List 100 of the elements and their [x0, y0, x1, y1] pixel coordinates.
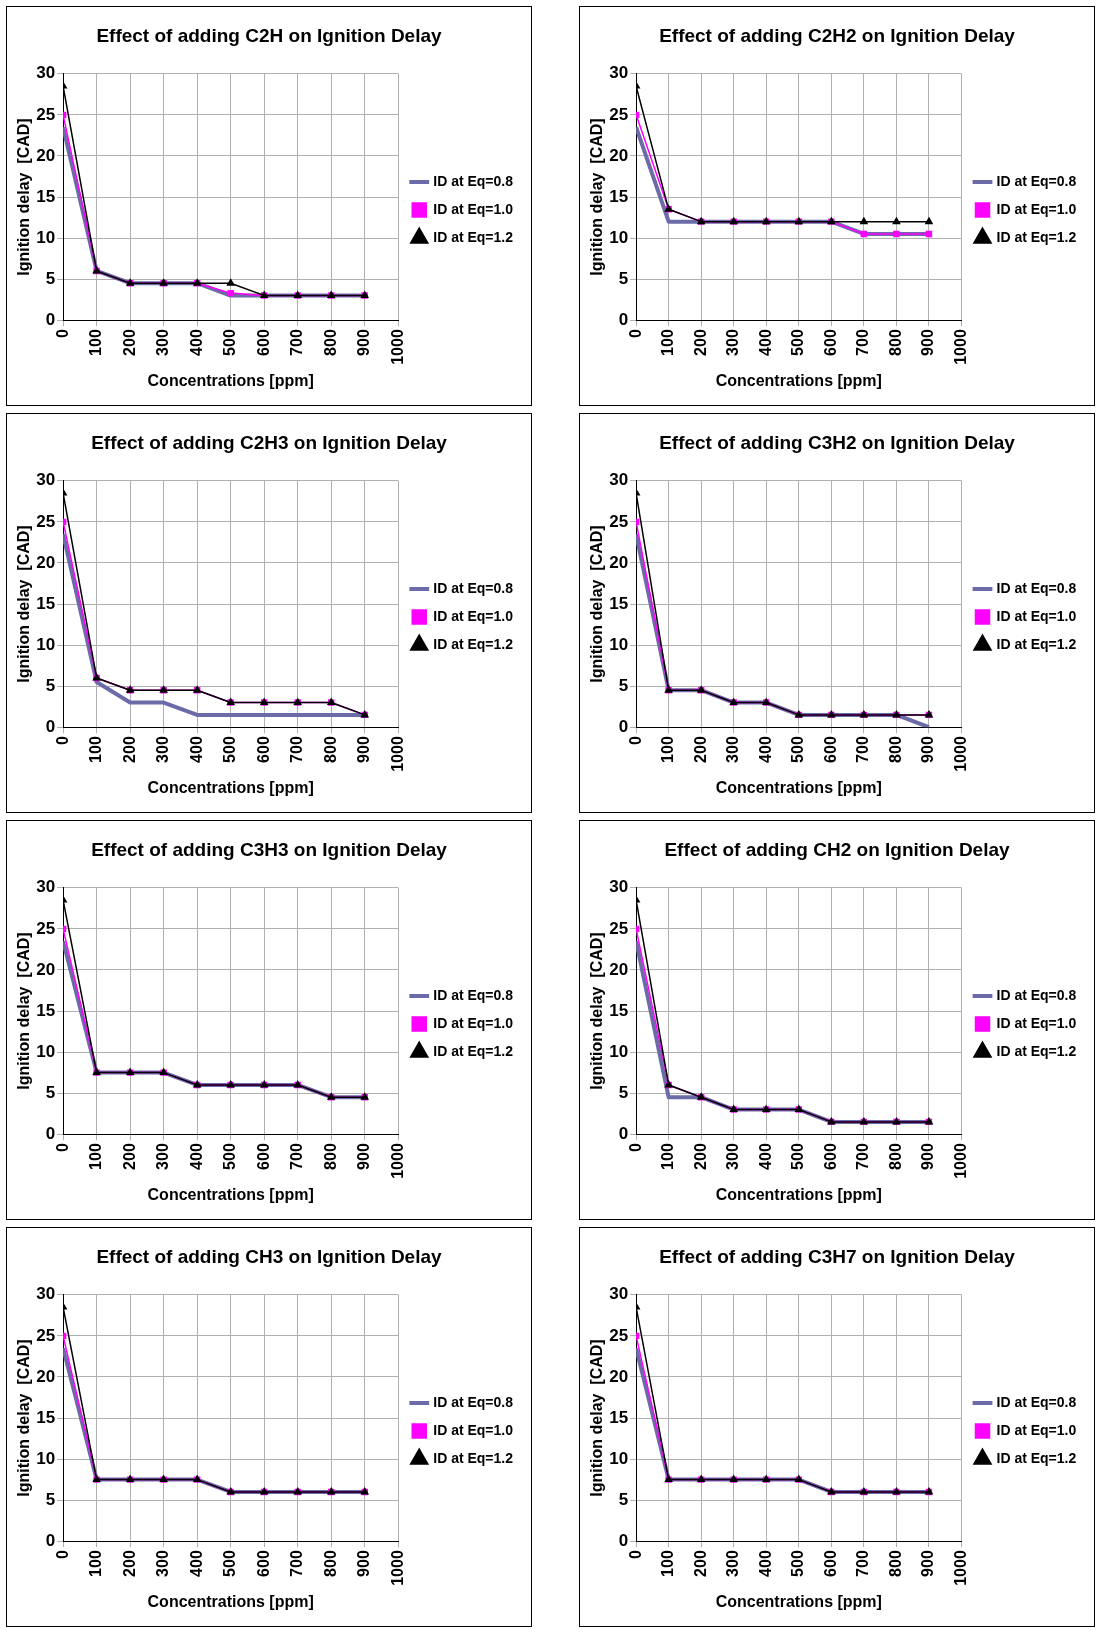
legend-label: ID at Eq=1.2	[433, 1042, 514, 1059]
y-tick-label: 25	[36, 918, 56, 938]
x-tick-label: 900	[919, 1143, 937, 1170]
legend-label: ID at Eq=1.2	[996, 635, 1077, 652]
y-axis-title: Ignition delay [CAD]	[15, 1339, 33, 1497]
x-axis-title: Concentrations [ppm]	[147, 1592, 314, 1610]
y-tick-label: 15	[609, 1000, 629, 1020]
legend-label: ID at Eq=1.0	[996, 1014, 1077, 1031]
x-tick-label: 200	[120, 329, 138, 356]
x-tick-label: 400	[756, 329, 774, 356]
y-tick-label: 30	[36, 63, 56, 83]
y-tick-label: 20	[609, 552, 629, 572]
y-tick-label: 10	[36, 1448, 56, 1468]
x-tick-label: 800	[886, 1143, 904, 1170]
legend-label: ID at Eq=1.2	[433, 1449, 514, 1466]
y-tick-label: 15	[36, 1000, 56, 1020]
x-tick-label: 900	[355, 1143, 373, 1170]
y-tick-label: 30	[609, 1284, 629, 1304]
chart-title: Effect of adding CH3 on Ignition Delay	[96, 1245, 443, 1267]
x-tick-label: 500	[221, 329, 239, 356]
legend-label: ID at Eq=1.0	[996, 1421, 1077, 1438]
y-axis-title: Ignition delay [CAD]	[15, 118, 33, 276]
x-tick-label: 200	[120, 736, 138, 763]
x-tick-label: 600	[254, 1143, 272, 1170]
legend-label: ID at Eq=0.8	[996, 986, 1077, 1003]
x-tick-label: 700	[288, 1550, 306, 1577]
x-tick-label: 800	[321, 1143, 339, 1170]
y-tick-label: 10	[609, 1448, 629, 1468]
legend-label: ID at Eq=0.8	[996, 579, 1077, 596]
x-tick-label: 600	[254, 329, 272, 356]
x-tick-label: 400	[187, 1143, 205, 1170]
y-tick-label: 5	[618, 1082, 629, 1102]
x-tick-label: 600	[254, 736, 272, 763]
x-tick-label: 700	[854, 329, 872, 356]
x-tick-label: 100	[659, 329, 677, 356]
x-tick-label: 500	[789, 736, 807, 763]
x-tick-label: 300	[154, 1143, 172, 1170]
legend-label: ID at Eq=1.2	[996, 1042, 1077, 1059]
y-tick-label: 10	[36, 634, 56, 654]
y-tick-label: 20	[609, 1366, 629, 1386]
legend-label: ID at Eq=1.0	[996, 607, 1077, 624]
y-tick-label: 20	[36, 959, 56, 979]
x-tick-label: 500	[221, 1550, 239, 1577]
x-tick-label: 700	[854, 736, 872, 763]
x-tick-label: 900	[919, 1550, 937, 1577]
x-tick-label: 600	[821, 1550, 839, 1577]
y-tick-label: 5	[618, 675, 629, 695]
x-tick-label: 100	[87, 736, 105, 763]
x-tick-label: 1000	[951, 736, 969, 772]
x-tick-label: 700	[854, 1550, 872, 1577]
legend-label: ID at Eq=1.0	[433, 607, 514, 624]
x-tick-label: 1000	[388, 1550, 406, 1586]
x-tick-label: 500	[789, 329, 807, 356]
y-tick-label: 30	[36, 877, 56, 897]
chart-title: Effect of adding C2H on Ignition Delay	[96, 24, 443, 46]
x-tick-label: 200	[120, 1550, 138, 1577]
x-tick-label: 800	[886, 736, 904, 763]
x-axis-title: Concentrations [ppm]	[715, 1592, 882, 1610]
x-tick-label: 200	[691, 1550, 709, 1577]
x-tick-label: 700	[288, 736, 306, 763]
y-tick-label: 10	[609, 634, 629, 654]
x-tick-label: 300	[724, 1143, 742, 1170]
legend-label: ID at Eq=0.8	[433, 172, 514, 189]
x-tick-label: 400	[187, 329, 205, 356]
x-tick-label: 600	[821, 736, 839, 763]
chart-title: Effect of adding CH2 on Ignition Delay	[664, 838, 1011, 860]
x-tick-label: 100	[659, 1550, 677, 1577]
y-axis-title: Ignition delay [CAD]	[15, 525, 33, 683]
x-axis-title: Concentrations [ppm]	[147, 778, 314, 796]
y-tick-label: 15	[36, 186, 56, 206]
y-tick-label: 20	[36, 552, 56, 572]
x-tick-label: 0	[53, 1143, 71, 1153]
y-tick-label: 20	[609, 959, 629, 979]
chart-title: Effect of adding C2H2 on Ignition Delay	[659, 24, 1016, 46]
x-tick-label: 300	[154, 329, 172, 356]
legend-label: ID at Eq=1.2	[433, 635, 514, 652]
x-tick-label: 800	[886, 1550, 904, 1577]
x-tick-label: 400	[756, 1550, 774, 1577]
x-tick-label: 0	[626, 1143, 644, 1153]
x-tick-label: 300	[154, 1550, 172, 1577]
y-tick-label: 15	[609, 186, 629, 206]
legend-label: ID at Eq=1.0	[433, 200, 514, 217]
y-tick-label: 5	[45, 1082, 56, 1102]
x-tick-label: 500	[221, 736, 239, 763]
y-tick-label: 25	[609, 511, 629, 531]
y-tick-label: 25	[609, 1325, 629, 1345]
x-tick-label: 600	[821, 329, 839, 356]
x-tick-label: 700	[288, 1143, 306, 1170]
y-tick-label: 30	[609, 63, 629, 83]
legend-label: ID at Eq=0.8	[433, 986, 514, 1003]
y-tick-label: 25	[36, 1325, 56, 1345]
x-tick-label: 100	[87, 1143, 105, 1170]
x-tick-label: 200	[691, 1143, 709, 1170]
chart-title: Effect of adding C3H2 on Ignition Delay	[659, 431, 1016, 453]
legend-label: ID at Eq=1.0	[433, 1421, 514, 1438]
x-tick-label: 200	[120, 1143, 138, 1170]
y-tick-label: 30	[609, 470, 629, 490]
x-tick-label: 100	[659, 1143, 677, 1170]
y-axis-title: Ignition delay [CAD]	[588, 525, 606, 683]
x-tick-label: 0	[53, 329, 71, 339]
